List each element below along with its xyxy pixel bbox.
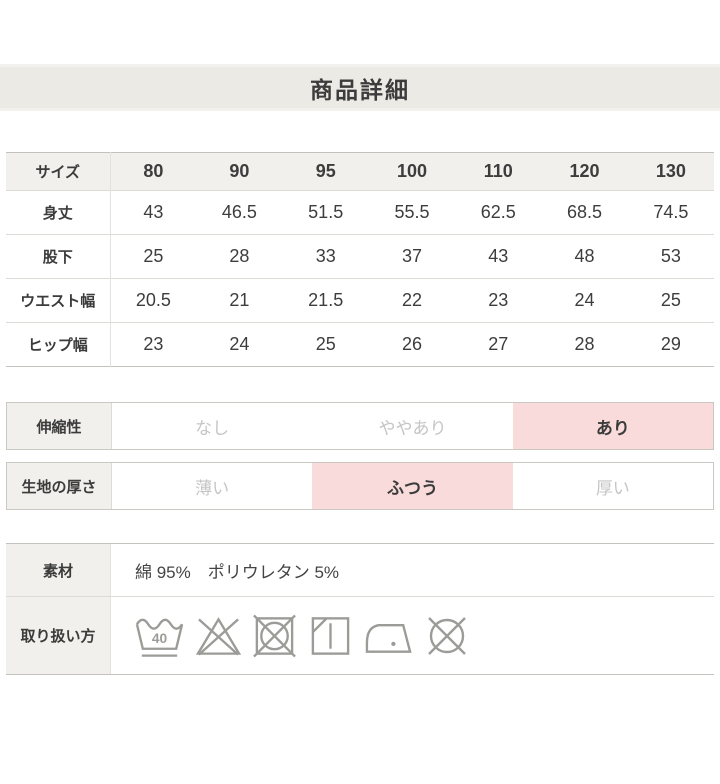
table-row-hip-width: ヒップ幅 23 24 25 26 27 28 29 [6,322,714,367]
size-col-header: 90 [196,152,283,191]
material-care-section: 素材 綿 95% ポリウレタン 5% 取り扱い方 40 [6,543,714,675]
table-row-body-length: 身丈 43 46.5 51.5 55.5 62.5 68.5 74.5 [6,190,714,235]
table-cell: 25 [110,234,197,279]
do-not-dry-clean-icon [428,616,466,655]
section-title-band: 商品詳細 [0,64,720,111]
material-row: 素材 綿 95% ポリウレタン 5% [6,544,714,596]
size-col-header: 80 [110,152,197,191]
table-cell: 62.5 [455,190,542,235]
wash-40-gentle-icon: 40 [135,618,184,657]
table-cell: 23 [110,322,197,367]
table-cell: 26 [368,322,456,367]
stretch-attribute-bar: 伸縮性 なし ややあり あり [6,402,714,450]
table-cell: 27 [455,322,542,367]
table-cell: 43 [110,190,197,235]
size-col-header: 130 [627,152,714,191]
care-icons-group: 40 [111,597,714,674]
stretch-label: 伸縮性 [7,403,112,449]
table-cell: 43 [455,234,542,279]
care-label: 取り扱い方 [6,597,111,674]
stretch-option-yes: あり [512,403,713,449]
stretch-option-none: なし [195,418,230,438]
thickness-option-normal: ふつう [312,463,513,509]
table-row-waist-width: ウエスト幅 20.5 21 21.5 22 23 24 25 [6,278,714,323]
care-row: 取り扱い方 40 [6,596,714,674]
size-header-label: サイズ [6,152,111,191]
size-col-header: 100 [368,152,456,191]
table-cell: 55.5 [368,190,456,235]
table-cell: 68.5 [541,190,628,235]
table-cell: 20.5 [110,278,197,323]
size-col-header: 120 [541,152,628,191]
table-cell: 25 [627,278,714,323]
do-not-bleach-icon [195,616,242,655]
row-label: ウエスト幅 [6,278,111,323]
size-table: サイズ 80 90 95 100 110 120 130 身丈 43 46.5 … [6,152,714,367]
table-cell: 48 [541,234,628,279]
page-title: 商品詳細 [310,76,410,103]
thickness-label: 生地の厚さ [7,463,112,509]
table-cell: 21.5 [282,278,369,323]
table-cell: 24 [196,322,283,367]
table-cell: 74.5 [627,190,714,235]
iron-low-icon [365,623,412,653]
thickness-option-thick: 厚い [595,478,630,498]
thickness-option-thin: 薄い [195,478,230,498]
dry-in-shade-icon [311,616,350,655]
material-label: 素材 [6,544,111,596]
row-label: 股下 [6,234,111,279]
row-label: 身丈 [6,190,111,235]
table-cell: 29 [627,322,714,367]
svg-text:40: 40 [152,630,168,645]
table-cell: 22 [368,278,456,323]
table-cell: 53 [627,234,714,279]
table-cell: 46.5 [196,190,283,235]
table-cell: 25 [282,322,369,367]
size-col-header: 110 [455,152,542,191]
table-cell: 24 [541,278,628,323]
table-row-inseam: 股下 25 28 33 37 43 48 53 [6,234,714,279]
table-cell: 37 [368,234,456,279]
table-cell: 33 [282,234,369,279]
row-label: ヒップ幅 [6,322,111,367]
table-cell: 21 [196,278,283,323]
thickness-attribute-bar: 生地の厚さ 薄い ふつう 厚い [6,462,714,510]
size-table-header-row: サイズ 80 90 95 100 110 120 130 [6,152,714,191]
do-not-tumble-dry-icon [253,614,296,657]
material-value: 綿 95% ポリウレタン 5% [135,562,340,582]
table-cell: 51.5 [282,190,369,235]
table-cell: 28 [196,234,283,279]
stretch-option-slight: ややあり [378,418,447,438]
table-cell: 28 [541,322,628,367]
table-cell: 23 [455,278,542,323]
size-col-header: 95 [282,152,369,191]
